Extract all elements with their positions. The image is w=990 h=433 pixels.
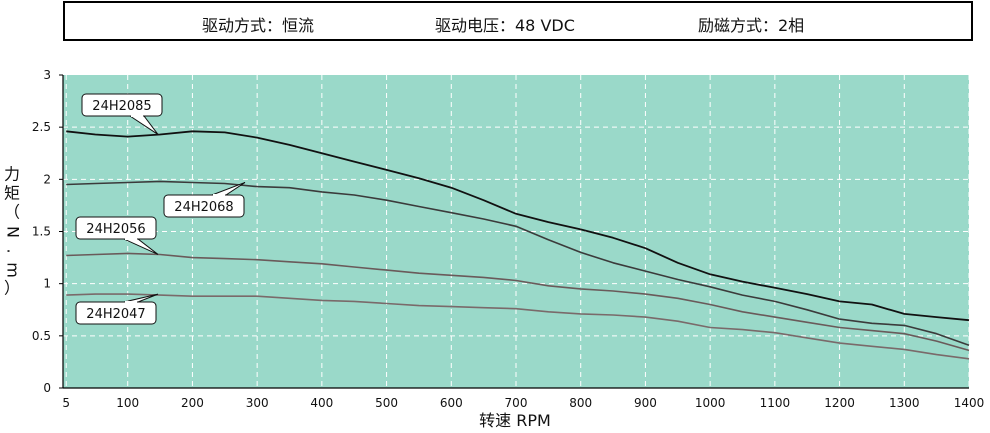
series-callouts: 24H2085 24H2068 24H2056 24H2047 bbox=[75, 93, 246, 325]
y-axis-title-char: 力 bbox=[4, 165, 20, 184]
callout-box bbox=[75, 216, 157, 240]
x-tick-label: 500 bbox=[375, 396, 398, 410]
y-tick-label: 1.5 bbox=[32, 225, 51, 239]
y-tick-label: 1 bbox=[43, 277, 51, 291]
callout-box bbox=[163, 194, 245, 218]
series-label-24H2056: 24H2056 bbox=[86, 222, 145, 237]
callout-box bbox=[81, 93, 163, 117]
x-tick-label: 700 bbox=[505, 396, 528, 410]
x-tick-label: 200 bbox=[181, 396, 204, 410]
series-line-24H2056 bbox=[66, 252, 970, 352]
y-axis-title: 力矩（ N. m） bbox=[4, 165, 23, 298]
x-tick-label: 900 bbox=[634, 396, 657, 410]
series-line-24H2047 bbox=[66, 293, 970, 360]
x-tick-label: 1100 bbox=[760, 396, 791, 410]
x-tick-label: 800 bbox=[569, 396, 592, 410]
callout-box bbox=[75, 301, 157, 325]
drive-method-label: 驱动方式：恒流 bbox=[202, 16, 315, 35]
y-tick-label: 0.5 bbox=[32, 329, 51, 343]
y-axis-title-char: ） bbox=[4, 279, 20, 298]
x-tick-label: 1400 bbox=[954, 396, 985, 410]
conditions-header: 驱动方式：恒流 驱动电压：48 VDC 励磁方式：2相 bbox=[63, 1, 973, 41]
y-tick-label: 3 bbox=[43, 68, 51, 82]
series-lines bbox=[66, 130, 970, 360]
excitation-label: 励磁方式：2相 bbox=[698, 16, 805, 35]
x-tick-label: 1200 bbox=[824, 396, 855, 410]
x-tick-label: 100 bbox=[116, 396, 139, 410]
series-line-24H2085 bbox=[66, 130, 970, 322]
x-tick-label: 300 bbox=[246, 396, 269, 410]
x-tick-label: 1300 bbox=[889, 396, 920, 410]
y-axis-title-char: m bbox=[4, 262, 23, 278]
y-tick-label: 2.5 bbox=[32, 120, 51, 134]
y-axis-title-char: 矩 bbox=[4, 184, 20, 203]
series-label-24H2068: 24H2068 bbox=[174, 200, 233, 215]
series-label-24H2047: 24H2047 bbox=[86, 307, 145, 322]
x-tick-label: 5 bbox=[62, 396, 70, 410]
x-tick-label: 1000 bbox=[695, 396, 726, 410]
series-label-24H2085: 24H2085 bbox=[92, 99, 151, 114]
x-axis-title: 转速 RPM bbox=[479, 411, 551, 430]
axes: 5 100 200 300 400 500 600 700 800 900 1000 1100 1200… bbox=[32, 68, 984, 410]
x-tick-label: 600 bbox=[440, 396, 463, 410]
y-tick-label: 2 bbox=[43, 172, 51, 186]
y-axis-title-char: . bbox=[4, 248, 23, 253]
y-axis-title-char: （ bbox=[4, 203, 20, 222]
drive-voltage-label: 驱动电压：48 VDC bbox=[435, 16, 575, 35]
y-tick-label: 0 bbox=[43, 381, 51, 395]
series-line-24H2068 bbox=[66, 180, 970, 346]
y-axis-title-char: N bbox=[4, 226, 23, 238]
x-tick-label: 400 bbox=[310, 396, 333, 410]
